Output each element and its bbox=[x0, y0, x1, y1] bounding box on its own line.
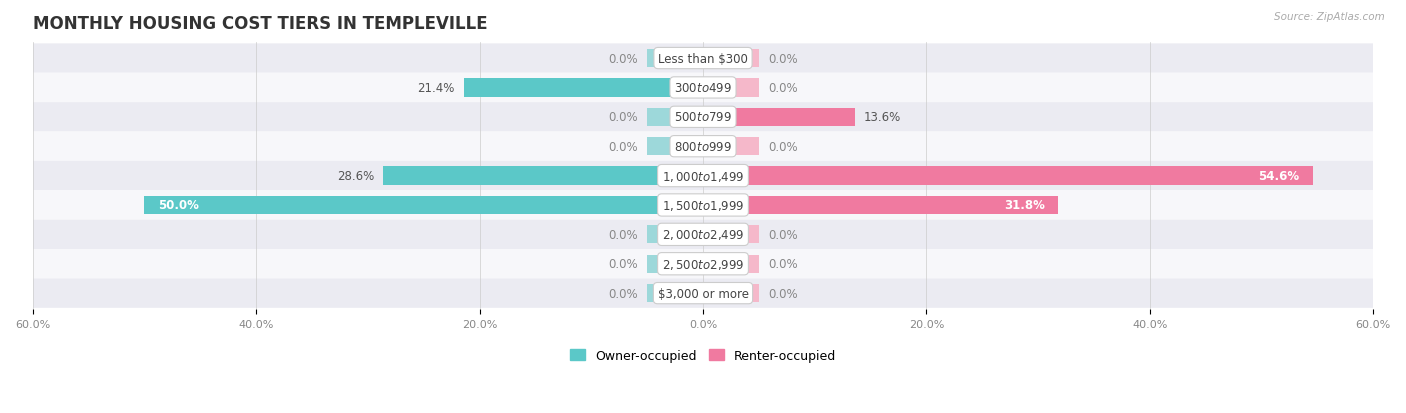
Legend: Owner-occupied, Renter-occupied: Owner-occupied, Renter-occupied bbox=[569, 349, 837, 362]
Text: 0.0%: 0.0% bbox=[609, 258, 638, 271]
Bar bbox=[647, 255, 703, 273]
Text: 0.0%: 0.0% bbox=[609, 111, 638, 124]
Text: 0.0%: 0.0% bbox=[768, 82, 797, 95]
Text: 28.6%: 28.6% bbox=[337, 170, 374, 183]
FancyBboxPatch shape bbox=[32, 161, 1374, 191]
Text: 0.0%: 0.0% bbox=[768, 228, 797, 241]
Text: 0.0%: 0.0% bbox=[609, 52, 638, 65]
Text: 0.0%: 0.0% bbox=[609, 228, 638, 241]
FancyBboxPatch shape bbox=[32, 191, 1374, 220]
Bar bbox=[647, 138, 703, 156]
Bar bbox=[384, 167, 703, 185]
Text: 21.4%: 21.4% bbox=[418, 82, 456, 95]
Text: $2,500 to $2,999: $2,500 to $2,999 bbox=[662, 257, 744, 271]
Text: 54.6%: 54.6% bbox=[1258, 170, 1299, 183]
Text: MONTHLY HOUSING COST TIERS IN TEMPLEVILLE: MONTHLY HOUSING COST TIERS IN TEMPLEVILL… bbox=[32, 15, 488, 33]
Text: 0.0%: 0.0% bbox=[768, 140, 797, 153]
Text: 13.6%: 13.6% bbox=[863, 111, 901, 124]
Bar bbox=[647, 284, 703, 302]
FancyBboxPatch shape bbox=[32, 279, 1374, 308]
Bar bbox=[703, 79, 759, 97]
Text: Less than $300: Less than $300 bbox=[658, 52, 748, 65]
Text: $1,500 to $1,999: $1,500 to $1,999 bbox=[662, 199, 744, 212]
FancyBboxPatch shape bbox=[32, 103, 1374, 132]
Text: 31.8%: 31.8% bbox=[1004, 199, 1045, 212]
Bar bbox=[703, 167, 1313, 185]
Bar bbox=[703, 284, 759, 302]
Bar bbox=[647, 50, 703, 68]
Bar bbox=[703, 197, 1059, 215]
Text: 50.0%: 50.0% bbox=[157, 199, 198, 212]
Text: $3,000 or more: $3,000 or more bbox=[658, 287, 748, 300]
Bar bbox=[647, 225, 703, 244]
Bar bbox=[703, 225, 759, 244]
FancyBboxPatch shape bbox=[32, 132, 1374, 161]
Bar bbox=[703, 138, 759, 156]
Text: 0.0%: 0.0% bbox=[768, 52, 797, 65]
Text: $1,000 to $1,499: $1,000 to $1,499 bbox=[662, 169, 744, 183]
Bar bbox=[703, 255, 759, 273]
Text: 0.0%: 0.0% bbox=[768, 287, 797, 300]
Bar bbox=[464, 79, 703, 97]
FancyBboxPatch shape bbox=[32, 220, 1374, 249]
Text: $500 to $799: $500 to $799 bbox=[673, 111, 733, 124]
Text: $300 to $499: $300 to $499 bbox=[673, 82, 733, 95]
Text: 0.0%: 0.0% bbox=[768, 258, 797, 271]
Bar bbox=[703, 50, 759, 68]
FancyBboxPatch shape bbox=[32, 44, 1374, 74]
Text: Source: ZipAtlas.com: Source: ZipAtlas.com bbox=[1274, 12, 1385, 22]
FancyBboxPatch shape bbox=[32, 74, 1374, 103]
Bar bbox=[647, 109, 703, 127]
Text: 0.0%: 0.0% bbox=[609, 287, 638, 300]
Bar bbox=[703, 109, 855, 127]
Text: 0.0%: 0.0% bbox=[609, 140, 638, 153]
Text: $2,000 to $2,499: $2,000 to $2,499 bbox=[662, 228, 744, 242]
FancyBboxPatch shape bbox=[32, 249, 1374, 279]
Text: $800 to $999: $800 to $999 bbox=[673, 140, 733, 153]
Bar bbox=[145, 197, 703, 215]
